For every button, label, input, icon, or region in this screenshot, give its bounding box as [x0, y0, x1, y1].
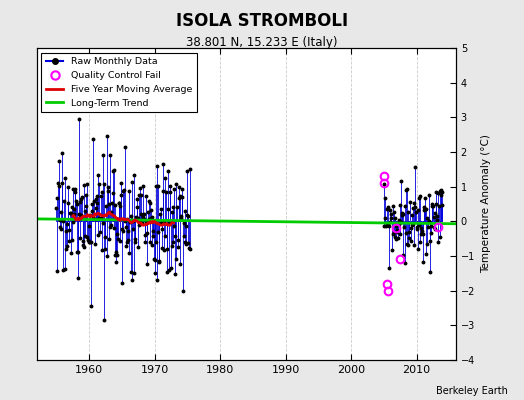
Y-axis label: Temperature Anomaly (°C): Temperature Anomaly (°C) [481, 134, 490, 274]
Text: ISOLA STROMBOLI: ISOLA STROMBOLI [176, 12, 348, 30]
Text: 38.801 N, 15.233 E (Italy): 38.801 N, 15.233 E (Italy) [186, 36, 338, 49]
Text: Berkeley Earth: Berkeley Earth [436, 386, 508, 396]
Legend: Raw Monthly Data, Quality Control Fail, Five Year Moving Average, Long-Term Tren: Raw Monthly Data, Quality Control Fail, … [41, 53, 197, 112]
